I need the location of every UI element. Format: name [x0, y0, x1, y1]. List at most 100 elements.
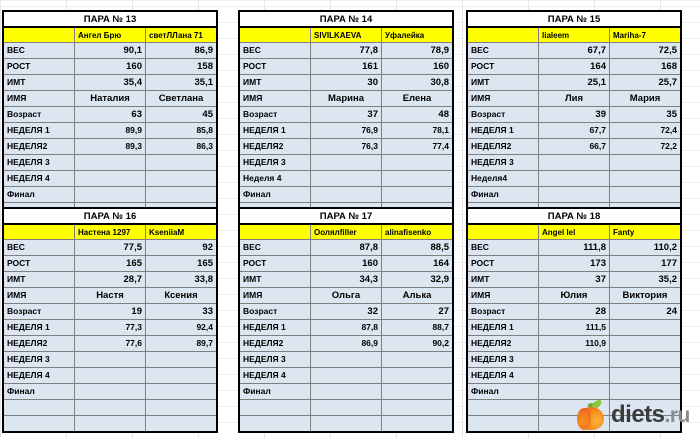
- user2-name[interactable]: светЛЛана 71: [145, 26, 218, 43]
- cell-user2-value[interactable]: 177: [609, 255, 682, 272]
- cell-user1-value[interactable]: Настя: [74, 287, 146, 304]
- cell-user1-value[interactable]: 37: [310, 106, 382, 123]
- cell-user2-value[interactable]: 78,9: [381, 42, 454, 59]
- cell-user2-value[interactable]: [145, 186, 218, 203]
- cell-user2-value[interactable]: Виктория: [609, 287, 682, 304]
- cell-user2-value[interactable]: 86,9: [145, 42, 218, 59]
- cell-user2-value[interactable]: 35,1: [145, 74, 218, 91]
- cell-user1-value[interactable]: 165: [74, 255, 146, 272]
- cell-user1-value[interactable]: [74, 415, 146, 433]
- cell-user1-value[interactable]: [74, 154, 146, 171]
- cell-user1-value[interactable]: [310, 367, 382, 384]
- diets-ru-logo[interactable]: diets.ru: [576, 398, 696, 432]
- cell-user1-value[interactable]: 77,3: [74, 319, 146, 336]
- cell-user1-value[interactable]: [310, 399, 382, 416]
- cell-user1-value[interactable]: 111,8: [538, 239, 610, 256]
- cell-user2-value[interactable]: [381, 154, 454, 171]
- cell-user1-value[interactable]: [538, 367, 610, 384]
- cell-user2-value[interactable]: 30,8: [381, 74, 454, 91]
- cell-user1-value[interactable]: 32: [310, 303, 382, 320]
- cell-user2-value[interactable]: 89,7: [145, 335, 218, 352]
- cell-user1-value[interactable]: 30: [310, 74, 382, 91]
- cell-user1-value[interactable]: 66,7: [538, 138, 610, 155]
- cell-user1-value[interactable]: 76,9: [310, 122, 382, 139]
- cell-user2-value[interactable]: [145, 383, 218, 400]
- cell-user2-value[interactable]: 86,3: [145, 138, 218, 155]
- cell-user2-value[interactable]: [609, 399, 682, 416]
- cell-user2-value[interactable]: [381, 186, 454, 203]
- cell-user2-value[interactable]: [609, 351, 682, 368]
- cell-user2-value[interactable]: 90,2: [381, 335, 454, 352]
- cell-user2-value[interactable]: [145, 154, 218, 171]
- user2-name[interactable]: Уфалейка: [381, 26, 454, 43]
- cell-user1-value[interactable]: [74, 351, 146, 368]
- cell-user1-value[interactable]: Юлия: [538, 287, 610, 304]
- cell-user1-value[interactable]: [74, 399, 146, 416]
- cell-user1-value[interactable]: Ольга: [310, 287, 382, 304]
- cell-user2-value[interactable]: 72,4: [609, 122, 682, 139]
- cell-user1-value[interactable]: 77,8: [310, 42, 382, 59]
- cell-user2-value[interactable]: 88,5: [381, 239, 454, 256]
- cell-user1-value[interactable]: [74, 383, 146, 400]
- cell-user2-value[interactable]: 25,7: [609, 74, 682, 91]
- cell-user2-value[interactable]: [609, 154, 682, 171]
- cell-user1-value[interactable]: Марина: [310, 90, 382, 107]
- cell-user1-value[interactable]: 28,7: [74, 271, 146, 288]
- user2-name[interactable]: Fanty: [609, 223, 682, 240]
- cell-user2-value[interactable]: [381, 351, 454, 368]
- cell-user1-value[interactable]: 87,8: [310, 239, 382, 256]
- cell-user2-value[interactable]: [381, 399, 454, 416]
- cell-user1-value[interactable]: 19: [74, 303, 146, 320]
- user1-name[interactable]: Ангел Брю: [74, 26, 146, 43]
- cell-user2-value[interactable]: [609, 186, 682, 203]
- cell-user2-value[interactable]: [381, 170, 454, 187]
- cell-user1-value[interactable]: 86,9: [310, 335, 382, 352]
- cell-user1-value[interactable]: [310, 383, 382, 400]
- cell-user1-value[interactable]: [538, 351, 610, 368]
- cell-user1-value[interactable]: 161: [310, 58, 382, 75]
- cell-user2-value[interactable]: 33: [145, 303, 218, 320]
- cell-user2-value[interactable]: 33,8: [145, 271, 218, 288]
- cell-user2-value[interactable]: [145, 367, 218, 384]
- cell-user1-value[interactable]: 37: [538, 271, 610, 288]
- cell-user1-value[interactable]: 67,7: [538, 122, 610, 139]
- cell-user1-value[interactable]: [310, 154, 382, 171]
- cell-user1-value[interactable]: [310, 351, 382, 368]
- cell-user1-value[interactable]: 67,7: [538, 42, 610, 59]
- cell-user2-value[interactable]: [609, 415, 682, 433]
- cell-user2-value[interactable]: 35: [609, 106, 682, 123]
- cell-user2-value[interactable]: 35,2: [609, 271, 682, 288]
- cell-user2-value[interactable]: 77,4: [381, 138, 454, 155]
- cell-user2-value[interactable]: 88,7: [381, 319, 454, 336]
- cell-user1-value[interactable]: 89,9: [74, 122, 146, 139]
- cell-user1-value[interactable]: [310, 170, 382, 187]
- cell-user2-value[interactable]: 45: [145, 106, 218, 123]
- cell-user1-value[interactable]: 77,6: [74, 335, 146, 352]
- user2-name[interactable]: KseniiaM: [145, 223, 218, 240]
- cell-user2-value[interactable]: Алька: [381, 287, 454, 304]
- cell-user1-value[interactable]: 111,5: [538, 319, 610, 336]
- cell-user2-value[interactable]: [145, 170, 218, 187]
- cell-user1-value[interactable]: 76,3: [310, 138, 382, 155]
- cell-user2-value[interactable]: 32,9: [381, 271, 454, 288]
- cell-user1-value[interactable]: 34,3: [310, 271, 382, 288]
- cell-user2-value[interactable]: [381, 383, 454, 400]
- cell-user2-value[interactable]: 165: [145, 255, 218, 272]
- user1-name[interactable]: Настена 1297: [74, 223, 146, 240]
- cell-user1-value[interactable]: [74, 186, 146, 203]
- cell-user1-value[interactable]: 89,3: [74, 138, 146, 155]
- cell-user2-value[interactable]: 92,4: [145, 319, 218, 336]
- cell-user1-value[interactable]: 35,4: [74, 74, 146, 91]
- cell-user2-value[interactable]: 72,2: [609, 138, 682, 155]
- cell-user2-value[interactable]: [381, 415, 454, 433]
- cell-user1-value[interactable]: 39: [538, 106, 610, 123]
- cell-user2-value[interactable]: 168: [609, 58, 682, 75]
- cell-user1-value[interactable]: [310, 415, 382, 433]
- cell-user2-value[interactable]: [609, 170, 682, 187]
- cell-user1-value[interactable]: Наталия: [74, 90, 146, 107]
- cell-user2-value[interactable]: 27: [381, 303, 454, 320]
- cell-user1-value[interactable]: [538, 154, 610, 171]
- user1-name[interactable]: Angel lel: [538, 223, 610, 240]
- cell-user2-value[interactable]: Светлана: [145, 90, 218, 107]
- cell-user1-value[interactable]: 77,5: [74, 239, 146, 256]
